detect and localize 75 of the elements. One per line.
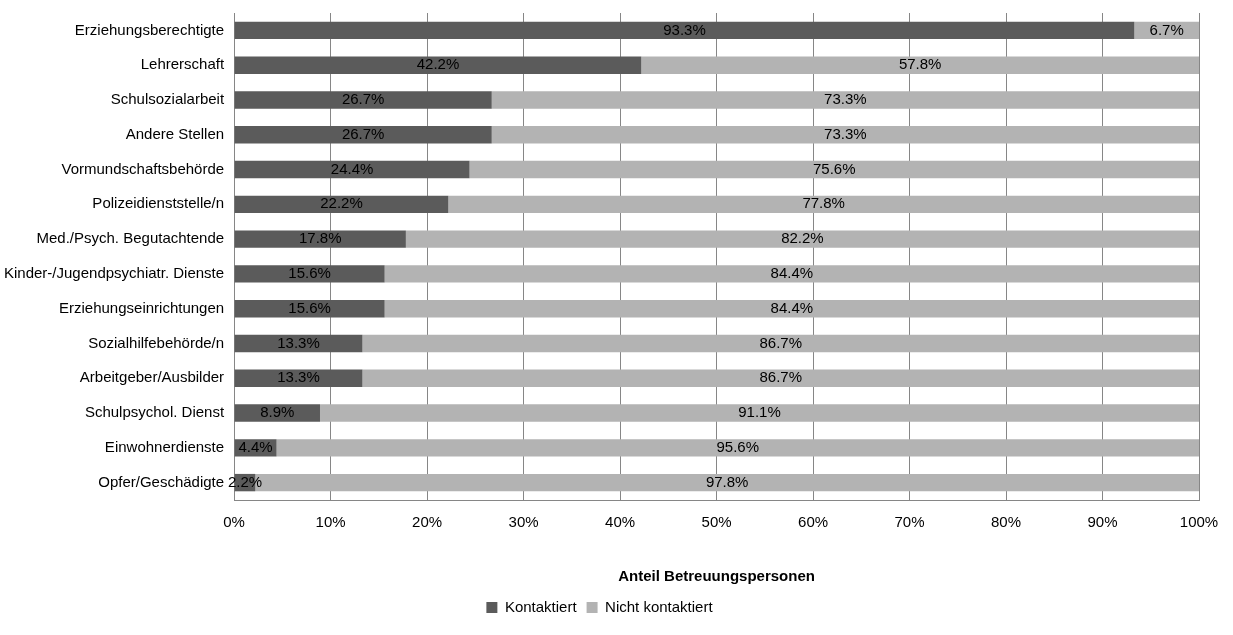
x-tick-label: 10% bbox=[315, 513, 346, 531]
data-label: 24.4% bbox=[330, 159, 374, 177]
data-label: 97.8% bbox=[705, 472, 749, 490]
y-tick-label: Andere Stellen bbox=[125, 124, 225, 142]
data-label: 13.3% bbox=[277, 368, 320, 386]
y-tick-label: Med./Psych. Begutachtende bbox=[36, 229, 225, 247]
legend-label: Nicht kontaktiert bbox=[605, 597, 714, 615]
x-tick-label: 20% bbox=[412, 513, 443, 531]
x-tick-label: 50% bbox=[701, 513, 732, 531]
y-tick-label: Opfer/Geschädigte bbox=[98, 472, 225, 490]
bar bbox=[384, 265, 1199, 283]
y-tick-label: Einwohnerdienste bbox=[104, 437, 225, 455]
data-label: 93.3% bbox=[663, 20, 706, 38]
data-label: 73.3% bbox=[824, 90, 867, 108]
bar bbox=[276, 439, 1199, 457]
data-label: 15.6% bbox=[288, 264, 331, 282]
bar bbox=[320, 404, 1199, 422]
data-label: 8.9% bbox=[260, 403, 295, 421]
x-tick-label: 0% bbox=[223, 513, 245, 531]
y-tick-label: Kinder-/Jugendpsychiatr. Dienste bbox=[4, 264, 225, 282]
data-label: 84.4% bbox=[770, 264, 814, 282]
bar bbox=[469, 160, 1199, 179]
bar bbox=[362, 334, 1199, 353]
bar bbox=[362, 369, 1199, 387]
x-tick-label: 70% bbox=[894, 513, 925, 531]
data-label: 86.7% bbox=[759, 333, 802, 351]
bar bbox=[234, 265, 385, 283]
bar bbox=[234, 21, 1135, 40]
data-label: 6.7% bbox=[1149, 20, 1184, 38]
y-tick-label: Polizeidienststelle/n bbox=[92, 194, 225, 212]
legend-label: Kontaktiert bbox=[504, 597, 578, 615]
y-tick-label: Schulpsychol. Dienst bbox=[84, 403, 225, 421]
x-tick-label: 30% bbox=[508, 513, 539, 531]
bar bbox=[641, 56, 1199, 74]
bar bbox=[491, 126, 1199, 144]
bar bbox=[234, 230, 406, 248]
x-tick-label: 60% bbox=[798, 513, 829, 531]
data-label: 86.7% bbox=[759, 368, 802, 386]
bar bbox=[234, 126, 492, 144]
bar bbox=[448, 195, 1199, 214]
data-label: 84.4% bbox=[770, 298, 814, 316]
bar bbox=[384, 299, 1199, 318]
y-tick-label: Erziehungseinrichtungen bbox=[59, 298, 225, 316]
y-tick-label: Lehrerschaft bbox=[140, 55, 225, 73]
x-axis-title: Anteil Betreuungspersonen bbox=[618, 567, 815, 585]
x-tick-label: 40% bbox=[605, 513, 636, 531]
y-tick-label: Erziehungsberechtigte bbox=[74, 20, 225, 38]
x-tick-label: 100% bbox=[1179, 513, 1219, 531]
data-label: 75.6% bbox=[813, 159, 856, 177]
y-tick-label: Arbeitgeber/Ausbilder bbox=[79, 368, 225, 386]
bar bbox=[234, 91, 492, 109]
data-label: 13.3% bbox=[277, 333, 320, 351]
data-label: 77.8% bbox=[802, 194, 845, 212]
data-label: 91.1% bbox=[738, 403, 781, 421]
x-tick-label: 90% bbox=[1087, 513, 1118, 531]
data-label: 22.2% bbox=[320, 194, 363, 212]
bar bbox=[234, 160, 470, 179]
y-tick-label: Sozialhilfebehörde/n bbox=[88, 333, 225, 351]
data-label: 15.6% bbox=[288, 298, 331, 316]
y-tick-label: Vormundschaftsbehörde bbox=[61, 159, 225, 177]
bar bbox=[405, 230, 1199, 248]
data-label: 95.6% bbox=[716, 437, 760, 455]
data-label: 4.4% bbox=[238, 437, 273, 455]
data-label: 57.8% bbox=[898, 55, 942, 73]
bar bbox=[234, 56, 642, 74]
data-label: 82.2% bbox=[781, 229, 824, 247]
data-label: 73.3% bbox=[824, 124, 867, 142]
x-tick-label: 80% bbox=[991, 513, 1022, 531]
bar bbox=[491, 91, 1199, 109]
data-label: 26.7% bbox=[341, 124, 385, 142]
data-label: 26.7% bbox=[341, 90, 385, 108]
bar bbox=[234, 195, 449, 214]
y-tick-label: Schulsozialarbeit bbox=[110, 90, 225, 108]
data-label: 17.8% bbox=[298, 229, 342, 247]
data-label: 42.2% bbox=[416, 55, 460, 73]
